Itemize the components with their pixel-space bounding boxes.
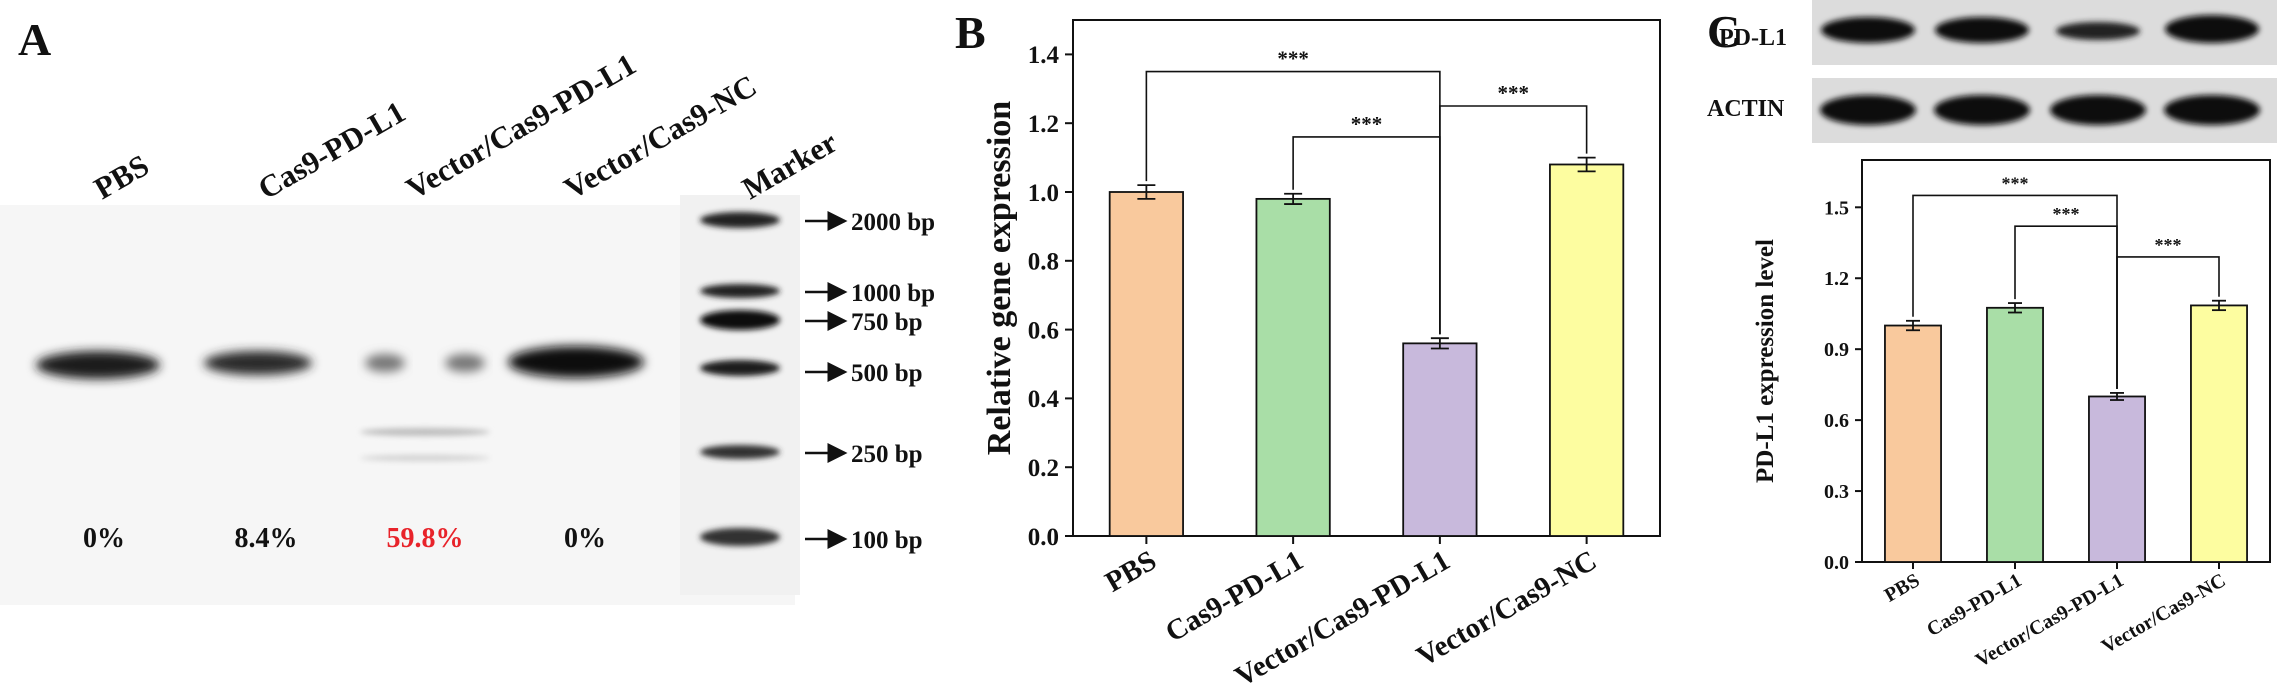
bar-3 (1549, 163, 1625, 537)
panel-c-letter: C (1707, 6, 1740, 57)
marker-label-1000: 1000 bp (851, 280, 935, 307)
band-cas9-pd-l1 (204, 351, 312, 375)
y-tick-label-3: 0.9 (1824, 339, 1849, 361)
panel-a: A PBS Cas9-PD-L1 Vector/Cas9-PD-L1 Vecto… (0, 14, 935, 605)
band-pbs (36, 351, 160, 379)
blot-band-actin-pbs (1820, 95, 1916, 125)
percent-vector-cas9-pd-l1: 59.8% (387, 523, 464, 554)
bar-0 (1108, 191, 1184, 537)
marker-label-500: 500 bp (851, 360, 923, 387)
y-tick-label-2: 0.4 (1028, 386, 1060, 413)
lane-label-pbs: PBS (88, 147, 155, 206)
significance-label-0: *** (2002, 173, 2029, 193)
significance-label-2: *** (2155, 235, 2182, 255)
panel-b: B 0.00.20.40.60.81.01.21.4PBSCas9-PD-L1V… (955, 7, 1661, 693)
blot-band-actin-cas9 (1934, 95, 2030, 125)
y-axis-label: Relative gene expression (981, 101, 1018, 456)
blot-band-actin-vector-nc (2164, 95, 2260, 125)
marker-label-100: 100 bp (851, 527, 923, 554)
percent-pbs: 0% (83, 523, 125, 554)
blot-band-pd-l1-cas9 (1935, 17, 2029, 43)
chart-b: 0.00.20.40.60.81.01.21.4PBSCas9-PD-L1Vec… (981, 19, 1661, 693)
significance-label-1: *** (1351, 112, 1383, 136)
percent-cas9-pd-l1: 8.4% (235, 523, 298, 554)
blot-band-pd-l1-vector-pd-l1 (2056, 22, 2140, 40)
y-tick-label-0: 0.0 (1028, 524, 1059, 551)
marker-band-500 (700, 360, 780, 376)
band-vector-cas9-pd-l1-right (445, 354, 485, 372)
marker-label-250: 250 bp (851, 441, 923, 468)
plot-frame (1072, 19, 1661, 537)
marker-label-750: 750 bp (851, 309, 923, 336)
band-vector-cas9-pd-l1-left (365, 354, 405, 372)
marker-label-2000: 2000 bp (851, 209, 935, 236)
marker-band-250 (700, 445, 780, 459)
marker-arrows (805, 211, 848, 549)
marker-band-750 (700, 310, 780, 330)
x-tick-label-0: PBS (1881, 569, 1924, 606)
bar-1 (1255, 197, 1331, 537)
significance-bracket-2 (1439, 105, 1588, 335)
significance-label-2: *** (1498, 81, 1530, 105)
bar-1 (1986, 306, 2044, 563)
bar-2 (1402, 342, 1478, 537)
y-tick-label-4: 1.2 (1824, 268, 1849, 290)
blot-row-label-pd-l1: PD-L1 (1719, 25, 1787, 51)
y-tick-label-3: 0.6 (1028, 317, 1059, 344)
gel-background (0, 205, 795, 605)
marker-band-100 (700, 528, 780, 546)
marker-band-1000 (700, 284, 780, 298)
blot-band-pd-l1-vector-nc (2165, 15, 2259, 43)
bar-0 (1884, 324, 1942, 563)
panel-b-letter: B (955, 7, 986, 58)
y-tick-label-2: 0.6 (1824, 410, 1849, 432)
band-cleaved-upper (360, 428, 490, 436)
blot-band-actin-vector-pd-l1 (2050, 95, 2146, 125)
band-cleaved-lower (360, 455, 490, 461)
y-tick-label-5: 1.0 (1028, 180, 1059, 207)
marker-band-2000 (700, 212, 780, 228)
significance-label-0: *** (1277, 47, 1309, 71)
y-tick-label-0: 0.0 (1824, 552, 1849, 574)
blot-row-label-actin: ACTIN (1707, 96, 1785, 122)
blot-bands (1820, 15, 2260, 125)
bar-3 (2190, 304, 2248, 563)
significance-bracket-2 (2116, 256, 2220, 389)
y-axis-label: PD-L1 expression level (1752, 239, 1779, 483)
bar-2 (2088, 395, 2146, 563)
x-tick-label-0: PBS (1100, 544, 1162, 598)
y-tick-label-4: 0.8 (1028, 249, 1059, 276)
y-tick-label-6: 1.2 (1028, 111, 1059, 138)
y-tick-label-5: 1.5 (1824, 197, 1849, 219)
lane-label-marker: Marker (736, 124, 843, 206)
blot-band-pd-l1-pbs (1821, 17, 1915, 43)
y-tick-label-1: 0.2 (1028, 455, 1059, 482)
band-vector-cas9-nc (508, 346, 644, 378)
panel-a-letter: A (18, 14, 51, 65)
percent-vector-cas9-nc: 0% (564, 523, 606, 554)
y-tick-label-1: 0.3 (1824, 481, 1849, 503)
gel-bands (36, 212, 780, 546)
lane-label-cas9-pd-l1: Cas9-PD-L1 (252, 94, 411, 206)
plot-frame (1861, 159, 2271, 563)
significance-label-1: *** (2053, 204, 2080, 224)
y-tick-label-7: 1.4 (1028, 42, 1060, 69)
